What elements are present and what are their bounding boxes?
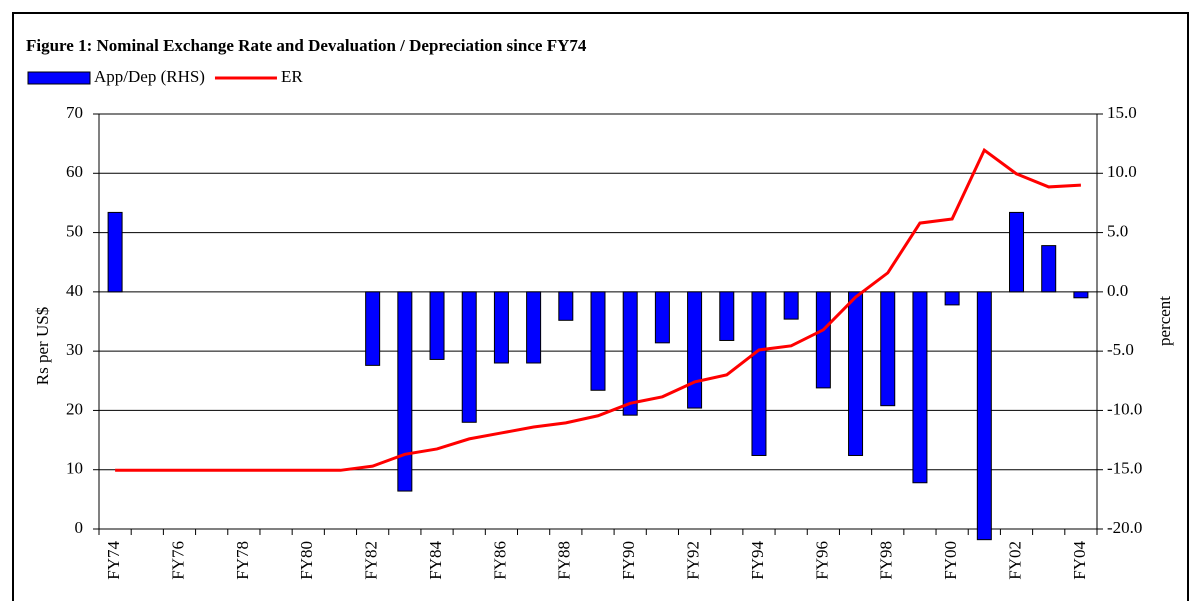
bar	[783, 291, 799, 320]
y2-tick-label: 0.0	[1107, 281, 1128, 300]
bar	[1009, 211, 1025, 293]
x-tick-label: FY80	[297, 541, 316, 580]
bar	[815, 291, 831, 389]
x-tick-label: FY90	[619, 541, 638, 580]
bar	[751, 291, 767, 456]
y-tick-label: 50	[66, 221, 83, 240]
x-tick-label: FY74	[104, 541, 123, 580]
bar	[654, 291, 670, 344]
x-tick-label: FY88	[555, 541, 574, 580]
x-tick-label: FY02	[1005, 541, 1024, 580]
y2-tick-label: 10.0	[1107, 162, 1137, 181]
x-tick-label: FY92	[683, 541, 702, 580]
chart-border	[12, 12, 1189, 601]
y2-axis-label: percent	[1155, 296, 1174, 346]
bar	[526, 291, 542, 364]
y2-tick-label: -5.0	[1107, 340, 1134, 359]
y2-tick-label: 15.0	[1107, 103, 1137, 122]
y-tick-label: 30	[66, 340, 83, 359]
y-tick-label: 0	[75, 518, 84, 537]
bar	[493, 291, 509, 364]
bar	[365, 291, 381, 366]
bar	[719, 291, 735, 341]
x-tick-label: FY82	[362, 541, 381, 580]
x-tick-label: FY76	[168, 541, 187, 580]
bar	[558, 291, 574, 321]
bar	[1041, 245, 1057, 293]
line	[115, 147, 1081, 472]
chart-title: Figure 1: Nominal Exchange Rate and Deva…	[26, 36, 587, 55]
legend-label: App/Dep (RHS)	[94, 67, 205, 86]
x-tick-label: FY96	[812, 541, 831, 580]
x-tick-label: FY84	[426, 541, 445, 580]
y-tick-label: 60	[66, 162, 83, 181]
y-tick-label: 70	[66, 103, 83, 122]
x-tick-label: FY78	[233, 541, 252, 580]
y-axis-label: Rs per US$	[33, 307, 52, 385]
x-tick-label: FY98	[877, 541, 896, 580]
bar	[944, 291, 960, 306]
x-tick-label: FY04	[1070, 541, 1089, 580]
legend-swatch	[27, 71, 91, 85]
bar	[590, 291, 606, 391]
bar	[397, 291, 413, 492]
y2-tick-label: -15.0	[1107, 459, 1142, 478]
y-tick-label: 40	[66, 281, 83, 300]
y2-tick-label: -20.0	[1107, 518, 1142, 537]
y-tick-label: 10	[66, 459, 83, 478]
y2-tick-label: 5.0	[1107, 221, 1128, 240]
x-tick-label: FY94	[748, 541, 767, 580]
legend-label: ER	[281, 67, 303, 86]
x-tick-label: FY86	[490, 541, 509, 580]
x-tick-label: FY00	[941, 541, 960, 580]
bar	[976, 291, 992, 541]
bar	[622, 291, 638, 416]
bar	[848, 291, 864, 456]
bar	[107, 211, 123, 293]
bar	[461, 291, 477, 423]
bar	[1073, 291, 1089, 299]
y2-tick-label: -10.0	[1107, 399, 1142, 418]
bar	[912, 291, 928, 484]
bar	[687, 291, 703, 409]
bar	[429, 291, 445, 360]
y-tick-label: 20	[66, 399, 83, 418]
bar	[880, 291, 896, 407]
